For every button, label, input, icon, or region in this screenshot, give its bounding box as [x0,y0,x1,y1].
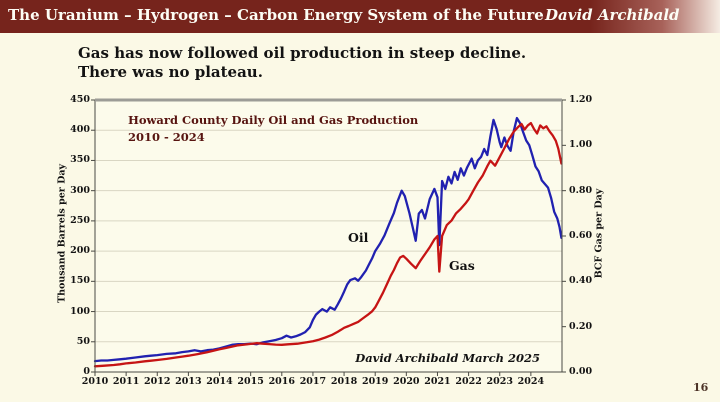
subtitle-line-1: Gas has now followed oil production in s… [78,44,527,62]
x-axis-tick-label: 2010 [81,376,109,387]
page-number: 16 [693,381,709,394]
x-axis-tick-label: 2022 [455,376,482,387]
chart-title-line-2: 2010 - 2024 [128,130,205,144]
left-axis-tick-label: 200 [70,245,90,257]
gas-line [93,121,563,368]
x-axis-tick-label: 2015 [237,376,264,387]
x-axis-tick-label: 2014 [206,376,233,387]
slide-subtitle: Gas has now followed oil production in s… [78,44,526,82]
header-author: David Archibald [545,6,680,24]
left-axis-tick-label: 250 [70,214,90,226]
x-axis-tick-label: 2016 [268,376,296,387]
gas-series-label: Gas [449,258,475,273]
right-axis-tick-label: 0.20 [569,320,593,332]
right-axis-tick-label: 0.80 [569,184,593,196]
left-axis-tick-label: 350 [70,154,90,166]
left-axis-tick-label: 0 [83,366,90,377]
right-axis-tick-label: 0.60 [569,230,593,241]
x-axis-tick-label: 2018 [330,376,358,387]
plot-background [95,100,562,372]
x-axis-tick-label: 2023 [486,376,513,387]
left-axis-title: Thousand Barrels per Day [56,164,68,303]
subtitle-line-2: There was no plateau. [78,63,263,81]
x-axis-tick-label: 2011 [112,376,140,387]
slide-deck-title: The Uranium – Hydrogen – Carbon Energy S… [8,6,544,24]
left-axis-tick-label: 300 [70,184,90,196]
left-axis-tick-label: 50 [76,335,90,347]
right-axis-tick-label: 0.40 [569,275,593,287]
right-axis-tick-label: 1.00 [569,139,593,151]
left-axis-tick-label: 100 [70,305,90,317]
chart-title-line-1: Howard County Daily Oil and Gas Producti… [128,113,419,127]
production-chart-svg [91,98,566,376]
header-bar: The Uranium – Hydrogen – Carbon Energy S… [0,0,720,33]
x-axis-tick-label: 2024 [517,376,545,387]
x-axis-tick-label: 2021 [424,376,451,387]
x-axis-tick-label: 2017 [299,376,327,387]
left-axis-tick-label: 150 [70,275,90,287]
chart-title: Howard County Daily Oil and Gas Producti… [128,112,418,146]
x-axis-tick-label: 2020 [393,376,420,387]
oil-series-label: Oil [348,230,369,245]
right-axis-title: BCF Gas per Day [593,188,605,279]
x-axis-tick-label: 2019 [361,376,389,387]
right-axis-tick-label: 1.20 [569,94,593,105]
left-axis-tick-label: 400 [70,124,90,136]
left-axis-tick-label: 450 [70,94,90,105]
x-axis-tick-label: 2012 [144,376,171,387]
chart-annotation: David Archibald March 2025 [355,351,540,365]
x-axis-tick-label: 2013 [175,376,202,387]
right-axis-tick-label: 0.00 [569,366,593,377]
